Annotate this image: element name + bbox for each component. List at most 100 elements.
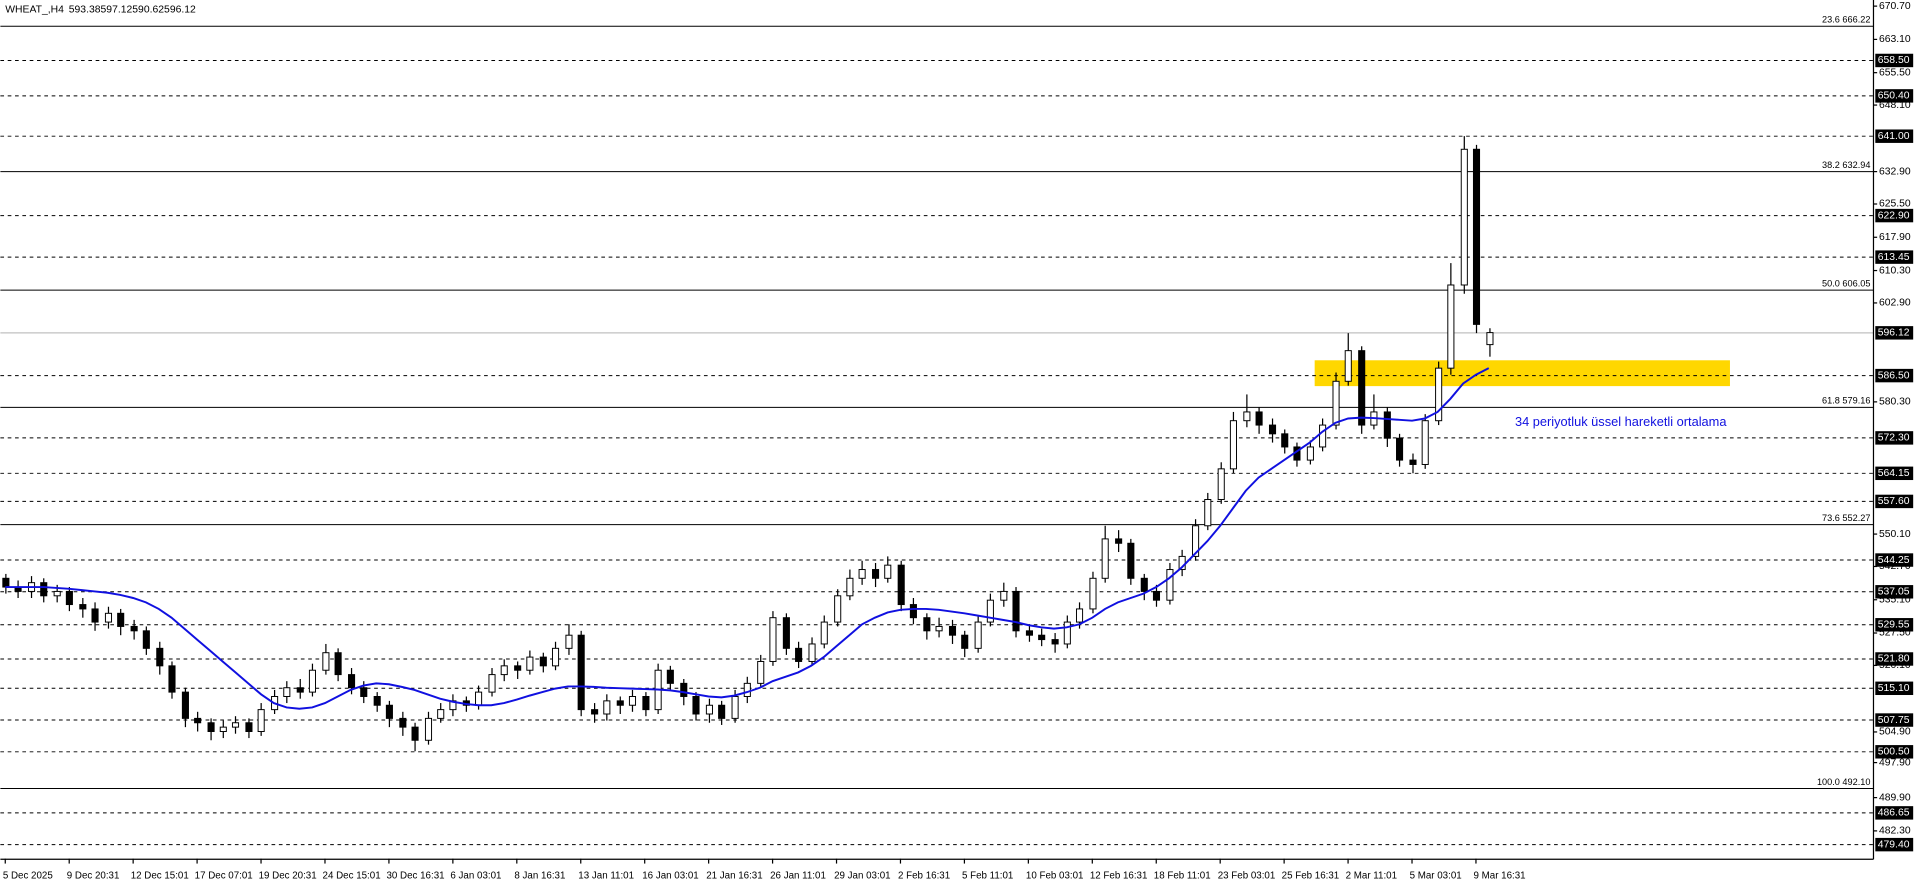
price-box-label: 613.45: [1878, 252, 1910, 263]
candle-body: [603, 700, 611, 715]
candle-body: [1127, 542, 1135, 579]
candle-body: [130, 625, 138, 632]
candle-body: [935, 625, 943, 632]
candle-body: [1192, 525, 1200, 557]
x-tick-label: 12 Feb 16:31: [1090, 870, 1148, 881]
price-box: [1875, 250, 1914, 264]
x-tick-label: 5 Mar 03:01: [1410, 870, 1462, 881]
price-box: [1875, 806, 1914, 820]
price-box: [1875, 745, 1914, 759]
y-tick-label: 632.90: [1879, 166, 1911, 177]
y-tick-label: 617.90: [1879, 232, 1911, 243]
candle-body: [1101, 538, 1109, 579]
x-tick-label: 18 Feb 11:01: [1154, 870, 1211, 881]
y-tick-label: 489.90: [1879, 792, 1911, 803]
y-tick-label: 625.50: [1879, 199, 1911, 210]
candle-body: [897, 564, 905, 606]
y-tick-label: 535.10: [1879, 594, 1911, 605]
y-tick-label: 527.50: [1879, 628, 1911, 639]
candle-body: [1344, 350, 1352, 382]
candle-body: [475, 691, 483, 706]
x-tick-label: 26 Jan 11:01: [770, 870, 826, 881]
candle-body: [1000, 590, 1008, 601]
candle-body: [1063, 621, 1071, 645]
candle-body: [1089, 577, 1097, 610]
candle-body: [1447, 284, 1455, 369]
x-tick-label: 23 Feb 03:01: [1218, 870, 1276, 881]
candle-body: [577, 634, 585, 711]
zone: [1314, 360, 1730, 387]
candle-body: [1281, 433, 1289, 448]
candle-body: [923, 617, 931, 632]
candle-body: [514, 665, 522, 671]
fib-label: 50.0 606.05: [1822, 278, 1870, 288]
y-tick-label: 663.10: [1879, 34, 1911, 45]
axis-layer: 670.70 663.10 655.50 648.10 632.90 625.50 617.…: [3, 1, 1914, 881]
candle-body: [488, 674, 496, 693]
y-tick-label: 482.30: [1879, 826, 1911, 837]
x-tick-label: 24 Dec 15:01: [323, 870, 381, 881]
candle-body: [245, 722, 253, 733]
price-box-label: 486.65: [1878, 808, 1910, 819]
y-tick-label: 670.70: [1879, 1, 1911, 12]
y-tick-label: 497.90: [1879, 757, 1911, 768]
candle-body: [1051, 639, 1059, 645]
price-box-label: 622.90: [1878, 210, 1910, 221]
candle-body: [526, 656, 534, 671]
candle-body: [142, 630, 150, 649]
candle-body: [1268, 424, 1277, 435]
x-tick-label: 30 Dec 16:31: [386, 870, 444, 881]
candle-body: [539, 656, 547, 667]
candle-body: [1383, 411, 1391, 439]
line-layer: 23.6 666.22 38.2 632.94 50.0 606.05 61.8 57…: [0, 15, 1874, 846]
price-box: [1875, 553, 1914, 567]
candle-body: [1140, 577, 1148, 592]
price-box: [1875, 129, 1914, 143]
price-box-label: 537.05: [1878, 587, 1910, 598]
price-box-label: 658.50: [1878, 55, 1910, 66]
candle-body: [808, 643, 816, 662]
symbol: WHEAT_,H4: [5, 5, 64, 16]
price-box: [1875, 681, 1914, 696]
price-box-label: 544.25: [1878, 555, 1910, 566]
x-tick-label: 12 Dec 15:01: [131, 870, 189, 881]
candle-body: [1038, 634, 1046, 641]
header-open: 593.38: [69, 5, 101, 16]
price-box: [1875, 208, 1914, 223]
candle-body: [360, 687, 368, 697]
candle-body: [795, 647, 803, 662]
fib-label: 61.8 579.16: [1822, 396, 1870, 406]
candle-body: [2, 577, 10, 588]
y-tick-label: 655.50: [1879, 67, 1911, 78]
x-tick-label: 9 Mar 16:31: [1474, 870, 1526, 881]
candle-body: [1460, 148, 1468, 286]
y-tick-label: 610.30: [1879, 265, 1911, 276]
candle-body: [974, 621, 982, 649]
candle-body: [79, 604, 87, 610]
price-box: [1875, 713, 1914, 727]
x-tick-label: 16 Jan 03:01: [642, 870, 698, 881]
candle-body: [858, 569, 866, 579]
candle-body: [846, 577, 854, 597]
candle-body: [986, 599, 994, 623]
header-low: 590.62: [132, 5, 164, 16]
candle-body: [40, 582, 48, 597]
price-box-label: 479.40: [1878, 839, 1910, 850]
candle-body: [884, 564, 892, 579]
fib-label: 23.6 666.22: [1822, 15, 1870, 25]
candle-body: [1421, 420, 1429, 465]
candle-body: [53, 590, 61, 597]
candle-body: [1012, 590, 1020, 632]
candle-body: [872, 569, 880, 579]
candle-body: [1217, 468, 1225, 500]
price-box: [1875, 585, 1914, 599]
candle-body: [91, 608, 99, 623]
candle-body: [207, 722, 215, 733]
moving-average: [5, 367, 1490, 710]
candle-body: [1358, 350, 1366, 426]
candle-body: [834, 595, 842, 623]
price-box-label: 521.80: [1878, 654, 1910, 665]
candle-body: [334, 652, 342, 676]
annotation: 34 periyotluk üssel hareketli ortalama: [1515, 414, 1727, 429]
